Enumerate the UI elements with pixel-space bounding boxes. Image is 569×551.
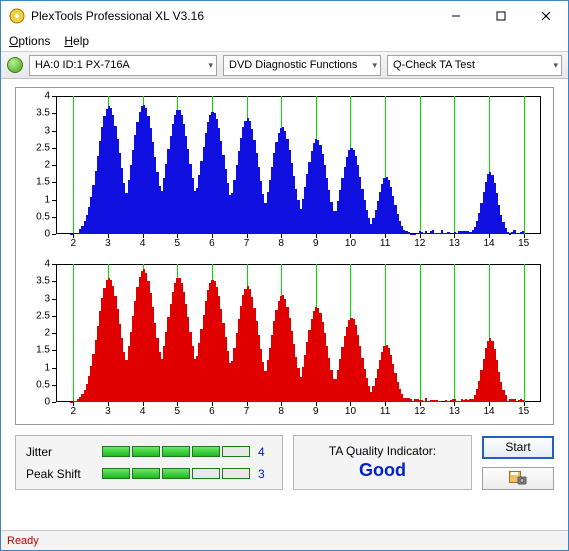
minimize-button[interactable] [433, 1, 478, 31]
quality-value: Good [359, 460, 406, 481]
chart-bottom: 00.511.522.533.54 23456789101112131415 [16, 256, 553, 424]
toolbar: HA:0 ID:1 PX-716A ▾ DVD Diagnostic Functi… [1, 51, 568, 79]
device-select-value: HA:0 ID:1 PX-716A [35, 59, 130, 71]
peakshift-bar [102, 468, 250, 479]
metrics-panel: Jitter 4 Peak Shift 3 [15, 435, 283, 490]
start-button[interactable]: Start [482, 436, 554, 459]
jitter-value: 4 [258, 445, 272, 459]
jitter-bar [102, 446, 250, 457]
window-title: PlexTools Professional XL V3.16 [31, 9, 433, 23]
jitter-label: Jitter [26, 445, 94, 459]
chart-top-xaxis: 23456789101112131415 [56, 236, 541, 254]
device-select[interactable]: HA:0 ID:1 PX-716A ▾ [29, 55, 217, 76]
quality-label: TA Quality Indicator: [329, 444, 436, 458]
drive-status-icon [7, 57, 23, 73]
quality-panel: TA Quality Indicator: Good [293, 435, 472, 490]
function-group-select[interactable]: DVD Diagnostic Functions ▾ [223, 55, 381, 76]
chart-bottom-xaxis: 23456789101112131415 [56, 404, 541, 422]
function-group-value: DVD Diagnostic Functions [229, 59, 357, 71]
chevron-down-icon: ▾ [372, 60, 377, 71]
chart-top-plot [56, 96, 541, 234]
chart-top-yaxis: 00.511.522.533.54 [16, 96, 54, 234]
peakshift-label: Peak Shift [26, 467, 94, 481]
menu-help[interactable]: Help [64, 34, 89, 48]
peakshift-value: 3 [258, 467, 272, 481]
chart-bottom-yaxis: 00.511.522.533.54 [16, 264, 54, 402]
titlebar: PlexTools Professional XL V3.16 [1, 1, 568, 31]
save-image-button[interactable] [482, 467, 554, 490]
bottom-panel: Jitter 4 Peak Shift 3 TA Quality Indicat… [15, 435, 554, 490]
test-value: Q-Check TA Test [393, 59, 475, 71]
chevron-down-icon: ▾ [553, 60, 558, 71]
chart-container: 00.511.522.533.54 23456789101112131415 0… [15, 87, 554, 425]
chart-top: 00.511.522.533.54 23456789101112131415 [16, 88, 553, 256]
floppy-camera-icon [509, 471, 527, 485]
menu-options[interactable]: Options [9, 34, 50, 48]
chart-bottom-plot [56, 264, 541, 402]
close-button[interactable] [523, 1, 568, 31]
maximize-button[interactable] [478, 1, 523, 31]
menubar: Options Help [1, 31, 568, 51]
status-text: Ready [7, 535, 39, 547]
actions-panel: Start [482, 435, 554, 490]
chevron-down-icon: ▾ [208, 60, 213, 71]
statusbar: Ready [1, 530, 568, 550]
test-select[interactable]: Q-Check TA Test ▾ [387, 55, 562, 76]
app-icon [9, 8, 25, 24]
